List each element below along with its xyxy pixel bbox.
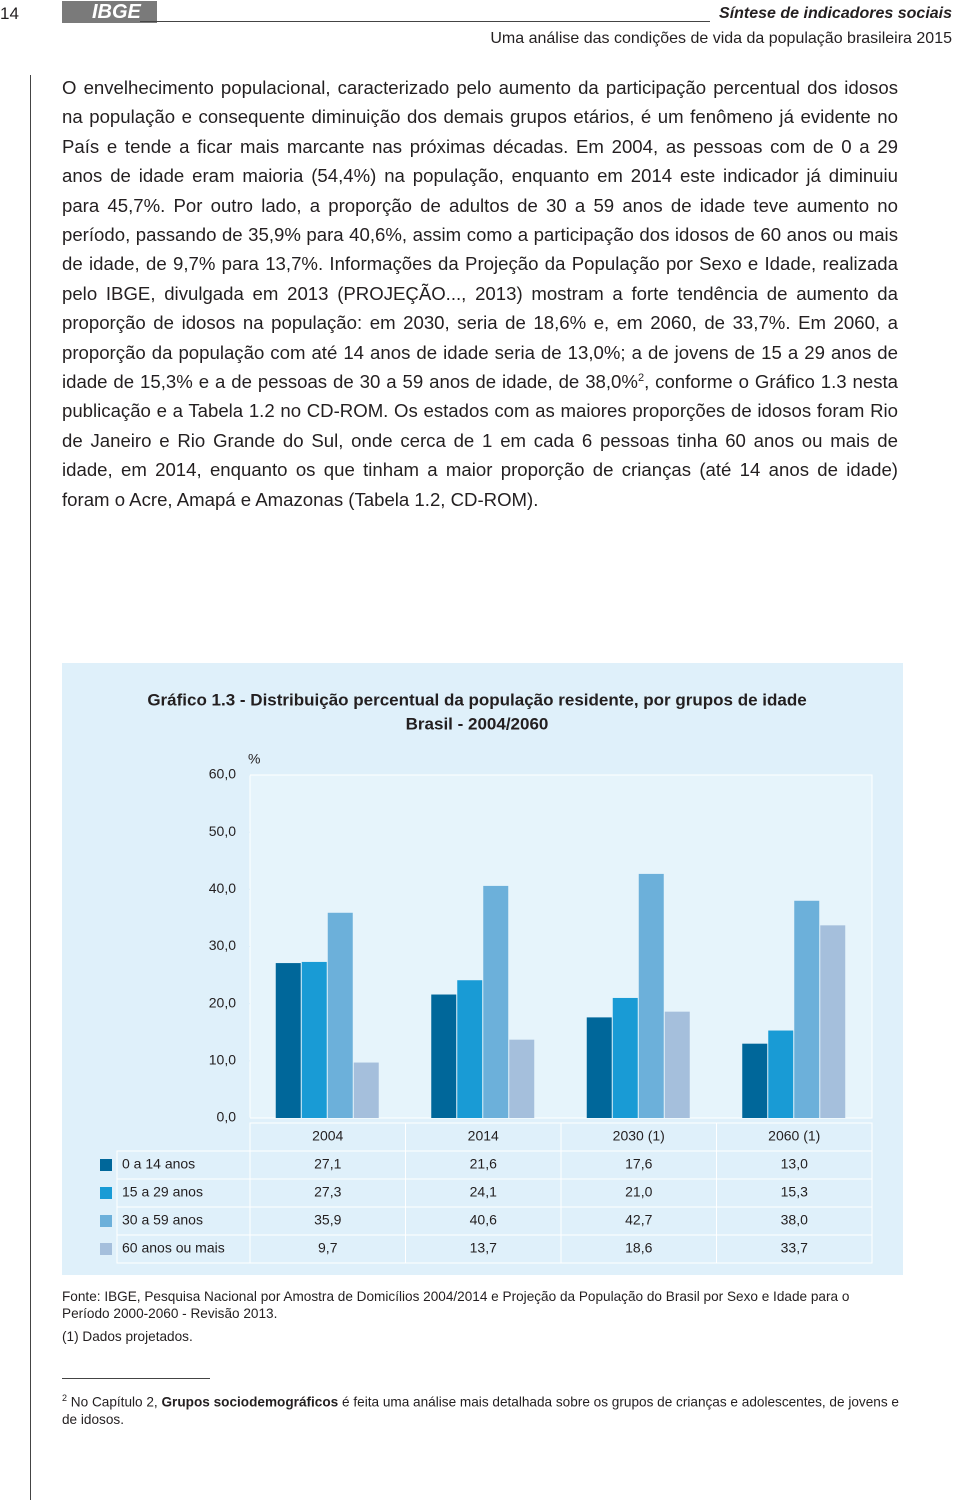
bar	[275, 963, 301, 1118]
chart-box: Gráfico 1.3 - Distribuição percentual da…	[62, 663, 903, 1275]
legend-swatch	[100, 1243, 112, 1255]
margin-rule	[30, 75, 31, 1500]
text: é feita uma análise mais detalhada sobre…	[62, 1394, 899, 1427]
value-label: 38,0	[781, 1212, 808, 1228]
bar	[742, 1043, 768, 1118]
footnote-marker: 2	[62, 1393, 68, 1403]
value-label: 21,0	[625, 1184, 652, 1200]
logo: IBGE	[62, 1, 157, 23]
bar	[794, 900, 820, 1118]
text: , conforme o Gráfico 1.3 nesta publicaçã…	[62, 371, 898, 510]
y-unit: %	[248, 751, 260, 767]
value-label: 15,3	[781, 1184, 808, 1200]
body-paragraph: O envelhecimento populacional, caracteri…	[62, 73, 898, 514]
header-rule	[140, 21, 710, 22]
value-label: 35,9	[314, 1212, 341, 1228]
legend-swatch	[100, 1159, 112, 1171]
y-tick-label: 40,0	[209, 880, 236, 896]
footnote: 2 No Capítulo 2, Grupos sociodemográfico…	[62, 1390, 912, 1428]
value-label: 42,7	[625, 1212, 652, 1228]
legend-swatch	[100, 1187, 112, 1199]
chart: Gráfico 1.3 - Distribuição percentual da…	[100, 690, 873, 1264]
legend-label: 60 anos ou mais	[122, 1240, 225, 1256]
publication-subtitle: Uma análise das condições de vida da pop…	[490, 30, 952, 47]
bar	[768, 1030, 794, 1118]
text: O envelhecimento populacional, caracteri…	[62, 77, 898, 393]
value-label: 9,7	[318, 1240, 338, 1256]
bar	[353, 1062, 379, 1118]
bar	[638, 873, 664, 1118]
page-number: 14	[0, 4, 19, 23]
y-tick-label: 50,0	[209, 823, 236, 839]
chart-subtitle: Brasil - 2004/2060	[406, 714, 549, 733]
footnote-ref: 2	[637, 371, 645, 384]
bar	[301, 961, 327, 1118]
y-tick-label: 60,0	[209, 766, 236, 782]
value-label: 40,6	[470, 1212, 497, 1228]
table-cell	[716, 1234, 873, 1264]
legend-label: 30 a 59 anos	[122, 1212, 203, 1228]
legend-label: 0 a 14 anos	[122, 1156, 195, 1172]
note: (1) Dados projetados.	[62, 1329, 193, 1344]
bar	[612, 997, 638, 1118]
value-label: 17,6	[625, 1156, 652, 1172]
y-tick-label: 30,0	[209, 937, 236, 953]
footnote-rule	[62, 1378, 210, 1379]
bold-text: Grupos sociodemográficos	[161, 1394, 339, 1410]
value-label: 27,1	[314, 1156, 341, 1172]
source: Fonte: IBGE, Pesquisa Nacional por Amost…	[62, 1289, 850, 1321]
bar	[457, 980, 483, 1118]
publication-title: Síntese de indicadores sociais	[719, 5, 952, 22]
category-label: 2004	[312, 1128, 343, 1144]
y-tick-label: 0,0	[217, 1109, 237, 1125]
value-label: 24,1	[470, 1184, 497, 1200]
value-label: 18,6	[625, 1240, 652, 1256]
legend-label: 15 a 29 anos	[122, 1184, 203, 1200]
value-label: 13,0	[781, 1156, 808, 1172]
chart-title: Gráfico 1.3 - Distribuição percentual da…	[147, 690, 806, 709]
y-tick-label: 20,0	[209, 994, 236, 1010]
bar	[431, 994, 457, 1118]
bar	[820, 925, 846, 1118]
category-label: 2060 (1)	[768, 1128, 820, 1144]
legend-swatch	[100, 1215, 112, 1227]
text: No Capítulo 2,	[70, 1394, 162, 1410]
value-label: 21,6	[470, 1156, 497, 1172]
bar	[483, 885, 509, 1118]
y-tick-label: 10,0	[209, 1052, 236, 1068]
value-label: 27,3	[314, 1184, 341, 1200]
bar	[509, 1039, 535, 1118]
value-label: 33,7	[781, 1240, 808, 1256]
value-label: 13,7	[470, 1240, 497, 1256]
bar	[664, 1011, 690, 1118]
bar	[327, 912, 353, 1118]
category-label: 2030 (1)	[613, 1128, 665, 1144]
bar	[586, 1017, 612, 1118]
category-label: 2014	[468, 1128, 499, 1144]
